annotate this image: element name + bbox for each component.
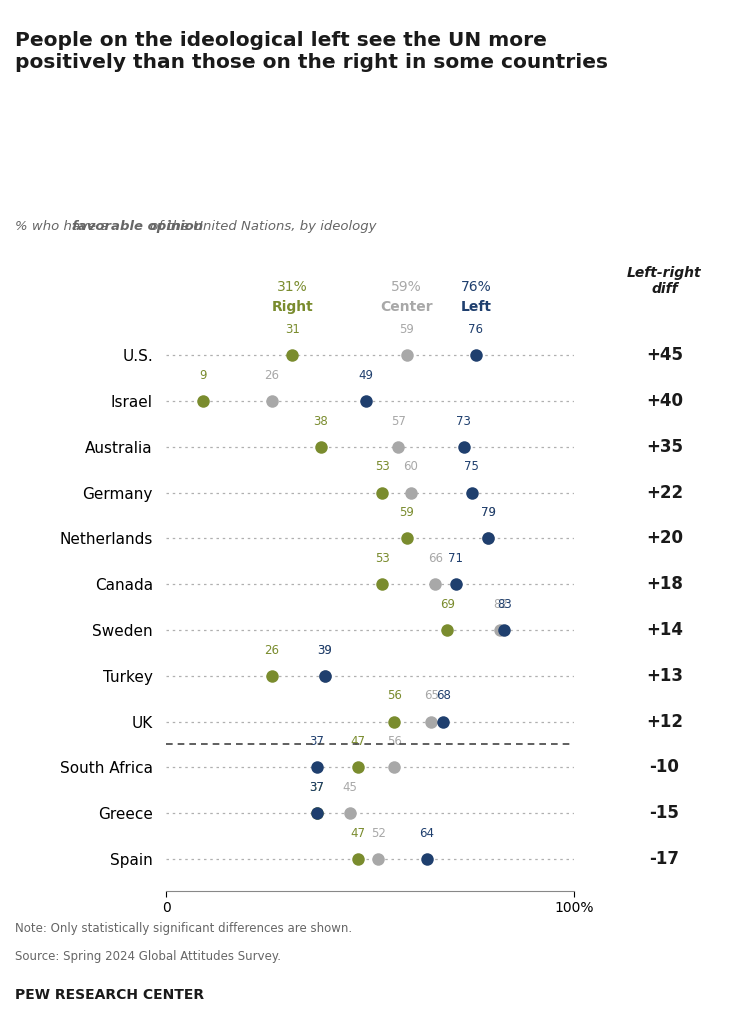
Text: Center: Center	[381, 300, 433, 314]
Text: 38: 38	[313, 415, 328, 428]
Text: 37: 37	[310, 781, 325, 794]
Text: +40: +40	[646, 392, 683, 411]
Text: 49: 49	[359, 369, 374, 382]
Text: 52: 52	[371, 826, 386, 840]
Text: Left: Left	[461, 300, 492, 314]
Text: 60: 60	[403, 461, 418, 473]
Text: Source: Spring 2024 Global Attitudes Survey.: Source: Spring 2024 Global Attitudes Sur…	[15, 950, 281, 964]
Text: +20: +20	[646, 529, 683, 548]
Text: 39: 39	[318, 643, 332, 656]
Text: +22: +22	[646, 483, 683, 502]
Text: +35: +35	[646, 438, 683, 456]
Text: 31%: 31%	[277, 280, 308, 294]
Text: 53: 53	[374, 552, 390, 565]
Text: 69: 69	[440, 598, 455, 610]
Text: 47: 47	[350, 735, 365, 749]
Text: People on the ideological left see the UN more
positively than those on the righ: People on the ideological left see the U…	[15, 31, 608, 72]
Text: 45: 45	[342, 781, 357, 794]
Text: Note: Only statistically significant differences are shown.: Note: Only statistically significant dif…	[15, 922, 353, 935]
Text: +18: +18	[646, 575, 683, 593]
Text: 59: 59	[399, 324, 414, 336]
Text: 83: 83	[497, 598, 512, 610]
Text: 37: 37	[310, 781, 325, 794]
Text: 66: 66	[427, 552, 442, 565]
Text: favorable opinion: favorable opinion	[72, 220, 203, 233]
Text: 56: 56	[387, 735, 402, 749]
Text: 82: 82	[493, 598, 508, 610]
Text: 68: 68	[436, 689, 451, 702]
Text: 76%: 76%	[461, 280, 492, 294]
Text: 73: 73	[456, 415, 471, 428]
Text: 39: 39	[318, 643, 332, 656]
Text: 76: 76	[468, 324, 483, 336]
Text: 53: 53	[374, 461, 390, 473]
Text: 79: 79	[481, 506, 496, 519]
Text: 57: 57	[391, 415, 406, 428]
Text: -15: -15	[649, 804, 680, 822]
Text: +45: +45	[646, 346, 683, 365]
Text: 56: 56	[387, 689, 402, 702]
Text: 26: 26	[264, 369, 279, 382]
Text: 26: 26	[264, 643, 279, 656]
Text: +14: +14	[646, 621, 683, 639]
Text: 64: 64	[420, 826, 435, 840]
Text: 65: 65	[424, 689, 439, 702]
Text: 59: 59	[399, 506, 414, 519]
Text: 59%: 59%	[391, 280, 422, 294]
Text: -17: -17	[649, 850, 680, 868]
Text: Right: Right	[272, 300, 313, 314]
Text: PEW RESEARCH CENTER: PEW RESEARCH CENTER	[15, 988, 204, 1002]
Text: 37: 37	[310, 735, 325, 749]
Text: 47: 47	[350, 826, 365, 840]
Text: 9: 9	[199, 369, 207, 382]
Text: +12: +12	[646, 713, 683, 730]
Text: 31: 31	[285, 324, 300, 336]
Text: Left-right
diff: Left-right diff	[627, 265, 701, 296]
Text: 71: 71	[448, 552, 463, 565]
Text: 79: 79	[481, 506, 496, 519]
Text: of the United Nations, by ideology: of the United Nations, by ideology	[146, 220, 377, 233]
Text: % who have a: % who have a	[15, 220, 112, 233]
Text: -10: -10	[649, 759, 680, 776]
Text: 75: 75	[464, 461, 479, 473]
Text: +13: +13	[646, 667, 683, 685]
